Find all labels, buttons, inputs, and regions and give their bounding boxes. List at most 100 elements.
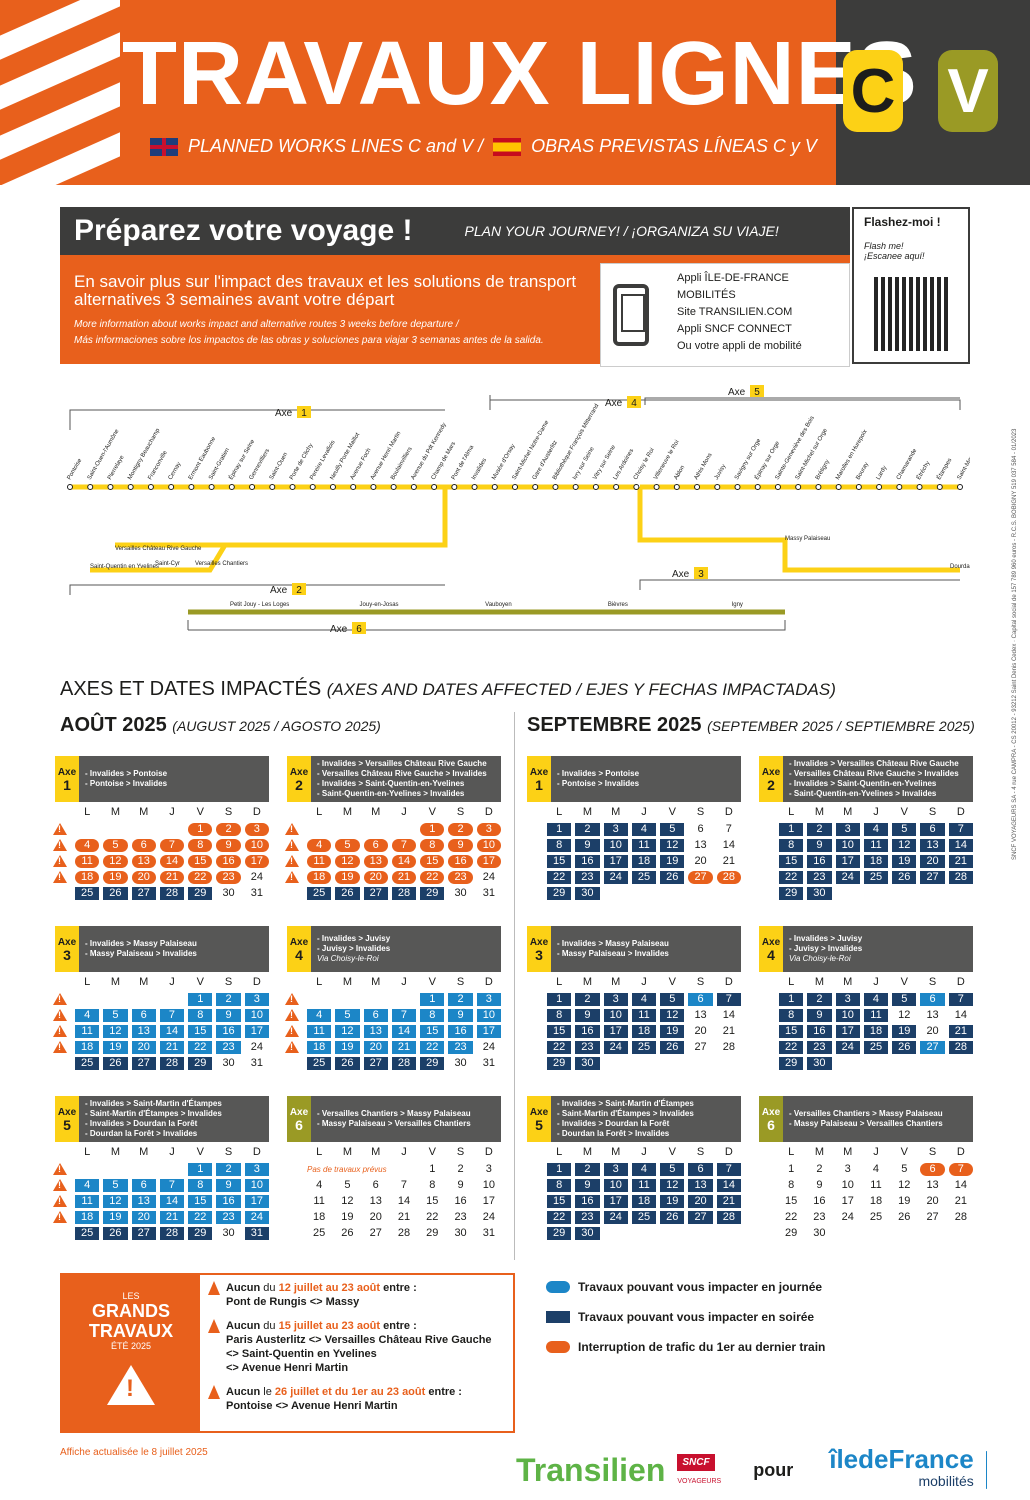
calendar-day: 10 [603,1009,628,1022]
warning-icon [285,1041,299,1053]
calendar-day: 15 [420,1025,445,1038]
calendar-day: 30 [222,1227,235,1239]
axe-number-badge [627,396,641,408]
grands-travaux-banner: LES GRANDS TRAVAUX ÉTÉ 2025 [62,1275,200,1431]
station-dot [694,484,701,490]
calendar-day: 8 [420,1009,445,1022]
weekday-header: J [169,1146,175,1158]
calendar-day: 15 [426,1195,439,1207]
updated-date: Affiche actualisée le 8 juillet 2025 [60,1447,208,1458]
calendar-day: 18 [631,1025,657,1038]
calendar-day: 26 [335,1057,360,1070]
weekday-header: J [873,806,879,818]
calendar-day: 3 [244,1163,269,1176]
calendar-day: 3 [835,993,860,1006]
station-dot [896,484,903,490]
weekday-header: D [484,976,493,988]
calendar-day: 9 [216,1179,241,1192]
calendar-day: 31 [482,1057,495,1069]
calendar-day: 1 [429,1163,436,1175]
calendar-day: 5 [335,839,360,852]
calendar-day: 14 [391,1025,417,1038]
station-branch-label: Dourdan la Forêt [950,564,970,570]
calendar-day: 13 [363,1025,388,1038]
weekday-header: M [342,806,352,818]
calendar-day: 22 [779,871,804,884]
calendar-day: 30 [454,1227,467,1239]
calendar-day: 22 [188,1211,213,1224]
calendar-day: 17 [841,1195,854,1207]
calendar-day: 30 [575,887,600,900]
weekday-header: V [428,976,436,988]
calendar-day: 3 [844,1163,851,1175]
weekday-header: D [956,976,965,988]
calendar-day: 18 [307,871,332,884]
weekday-header: D [252,976,261,988]
calendar-day: 16 [807,855,832,868]
app-idfm[interactable]: Appli ÎLE-DE-FRANCE MOBILITÉS [677,272,789,301]
weekday-header: S [456,976,465,988]
grands-travaux-box: LES GRANDS TRAVAUX ÉTÉ 2025 Aucun du 12 … [60,1273,515,1433]
calendar-day: 2 [816,1163,823,1175]
station-v-label: Jouy-en-Josas [360,602,399,608]
station-label: Pontoise [67,457,84,481]
weekday-header: D [956,1146,965,1158]
calendar-day: 1 [188,993,213,1006]
weekday-header: M [110,1146,120,1158]
station-dot [734,484,741,490]
calendar-day: 6 [920,823,945,836]
app-sncf-connect[interactable]: Appli SNCF CONNECT [677,323,792,335]
station-dot [168,484,175,490]
station-dot [714,484,721,490]
calendar-day: 23 [813,1211,826,1223]
weekday-header: L [788,1146,795,1158]
calendar-day: 28 [716,871,741,884]
axe-badge: Axe 5 [527,1096,551,1142]
site-transilien[interactable]: Site TRANSILIEN.COM [677,306,793,318]
calendar-day: 26 [660,1041,685,1054]
calendar-day: 16 [575,1025,600,1038]
station-dot [532,484,539,490]
calendar-day: 17 [603,855,628,868]
prepare-message-en: More information about works impact and … [74,319,459,330]
idf-mobilites-logo: îledeFrance mobilités [829,1444,974,1489]
calendar-day: 17 [835,855,860,868]
calendar-day: 21 [159,1041,185,1054]
calendar-day: 21 [948,855,973,868]
weekday-header: L [316,976,323,988]
calendar-day: 26 [103,1227,128,1240]
calendar-day: 25 [75,1057,100,1070]
calendar-day: 15 [188,1025,213,1038]
no-works-note: Pas de travaux prévus [307,1165,387,1174]
station-dot [613,484,620,490]
calendar-day: 4 [316,1179,323,1191]
subtitle-es: OBRAS PREVISTAS LÍNEAS C y V [531,136,817,156]
weekday-header: D [956,806,965,818]
calendar-day: 29 [785,1227,798,1239]
station-label: Pierrelaye [107,454,126,481]
station-v-label: Petit Jouy - Les Loges [230,602,289,608]
qr-code[interactable] [874,277,948,351]
axe-number-badge [292,583,306,595]
calendar-day: 20 [131,1041,156,1054]
warning-icon [53,1163,67,1175]
weekday-header: S [696,1146,705,1158]
calendar-day: 22 [547,1041,572,1054]
calendar-day: 17 [244,855,269,868]
calendar-day: 15 [779,1025,804,1038]
prepare-heading: Préparez votre voyage ! [74,214,413,247]
month-august: AOÛT 2025 (AUGUST 2025 / AGOSTO 2025) [60,714,381,736]
weekday-header: D [724,1146,733,1158]
warning-icon [53,855,67,867]
calendar-day: 24 [603,1041,628,1054]
calendar-day: 27 [363,1057,388,1070]
calendar-day: 25 [863,1041,889,1054]
calendar-day: 10 [603,839,628,852]
calendar-day: 7 [948,1163,973,1176]
axe-label: Axe [672,569,690,580]
calendar-day: 9 [448,1009,473,1022]
calendar-day: 11 [870,1179,882,1191]
station-label: Chamarande [896,447,919,481]
calendar-day: 7 [948,993,973,1006]
